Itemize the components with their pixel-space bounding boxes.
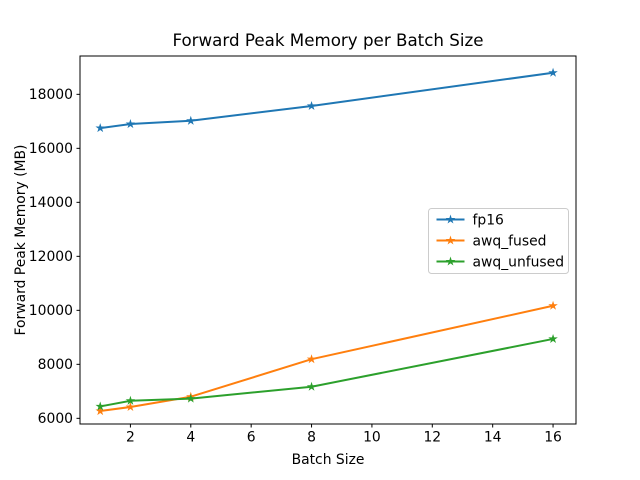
x-tick-label: 8 [307, 430, 316, 446]
x-tick-label: 4 [186, 430, 195, 446]
legend-awq_fused-marker [445, 235, 456, 245]
legend-fp16-label: fp16 [473, 212, 504, 228]
axes-spines [79, 55, 577, 425]
y-axis-label: Forward Peak Memory (MB) [13, 145, 29, 336]
series-awq_unfused-marker-x1 [95, 401, 105, 411]
legend-awq_fused-label: awq_fused [473, 233, 547, 249]
plot-area: 2 4 6 8 10 12 14 16 6000 8000 10000 12000 14000 16000… [29, 55, 577, 446]
x-tick-label: 14 [484, 430, 502, 446]
series-awq_unfused-marker-x8 [306, 381, 317, 391]
x-tick-label: 6 [247, 430, 256, 446]
y-tick-label: 16000 [29, 141, 73, 157]
y-tick-label: 6000 [38, 411, 73, 427]
y-tick-label: 8000 [38, 357, 73, 373]
legend-fp16-marker [445, 214, 456, 224]
series-awq_unfused-marker-x4 [186, 393, 196, 403]
series-fp16-marker-x2 [125, 119, 136, 129]
series-awq_fused-marker-x8 [306, 354, 317, 364]
series-awq_fused-marker-x1 [95, 406, 105, 416]
legend-awq_unfused-label: awq_unfused [473, 254, 565, 270]
x-axis-label: Batch Size [292, 452, 365, 468]
series-fp16-marker-x16 [548, 67, 558, 77]
x-tick-label: 2 [126, 430, 135, 446]
chart-title: Forward Peak Memory per Batch Size [172, 30, 483, 50]
series-fp16-marker-x8 [306, 100, 317, 110]
y-tick-label: 10000 [29, 303, 73, 319]
y-tick-label: 18000 [29, 87, 73, 103]
series-awq_fused-marker-x16 [548, 300, 558, 310]
series-awq_unfused-marker-x16 [548, 333, 558, 343]
x-tick-label: 12 [423, 430, 441, 446]
legend-box [428, 208, 569, 274]
y-tick-label: 12000 [29, 249, 73, 265]
x-tick-label: 16 [544, 430, 562, 446]
series-fp16-marker-x1 [95, 123, 105, 133]
legend-awq_unfused-marker [445, 256, 456, 266]
series-fp16-marker-x4 [186, 115, 196, 125]
y-tick-label: 14000 [29, 195, 73, 211]
series-awq_fused-marker-x2 [125, 401, 136, 412]
x-tick-label: 10 [363, 430, 381, 446]
series-awq_unfused-marker-x2 [125, 395, 136, 405]
